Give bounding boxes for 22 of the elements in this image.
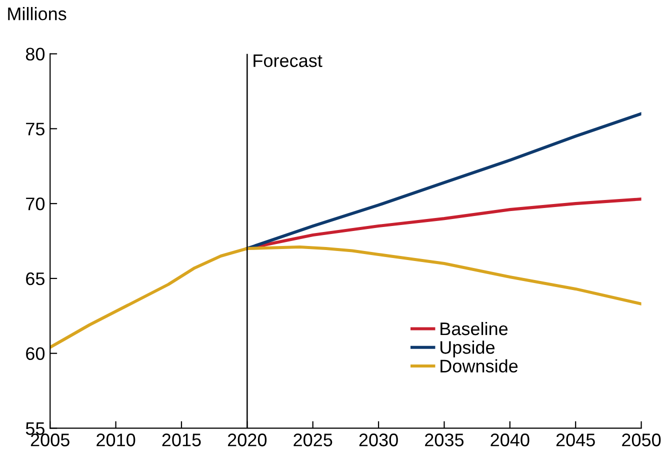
- x-tick-label: 2030: [359, 434, 398, 446]
- y-tick-label: 80: [26, 48, 45, 61]
- line-series: [246, 198, 642, 250]
- x-tick-label: 2050: [622, 434, 661, 446]
- x-tick-label: 2020: [228, 434, 267, 446]
- x-tick-label: 2025: [294, 434, 332, 446]
- legend-label: Baseline: [440, 322, 508, 336]
- y-tick-label: 65: [26, 272, 44, 286]
- legend-label: Upside: [440, 340, 495, 358]
- x-tick-label: 2010: [96, 434, 136, 446]
- legend-label: Downside: [440, 359, 518, 372]
- ref-line-label: Forecast: [254, 54, 322, 68]
- y-tick-label: 55: [26, 422, 44, 435]
- y-tick-label: 70: [26, 198, 45, 210]
- x-tick-label: 2015: [162, 434, 201, 446]
- x-tick-label: 2005: [30, 434, 70, 446]
- x-tick-label: 2045: [556, 434, 595, 446]
- y-tick-label: 75: [26, 122, 44, 136]
- x-tick-label: 2040: [490, 434, 530, 446]
- x-tick-label: 2035: [425, 434, 464, 446]
- y-axis-title: Millions: [8, 7, 66, 20]
- y-tick-label: 60: [26, 347, 45, 360]
